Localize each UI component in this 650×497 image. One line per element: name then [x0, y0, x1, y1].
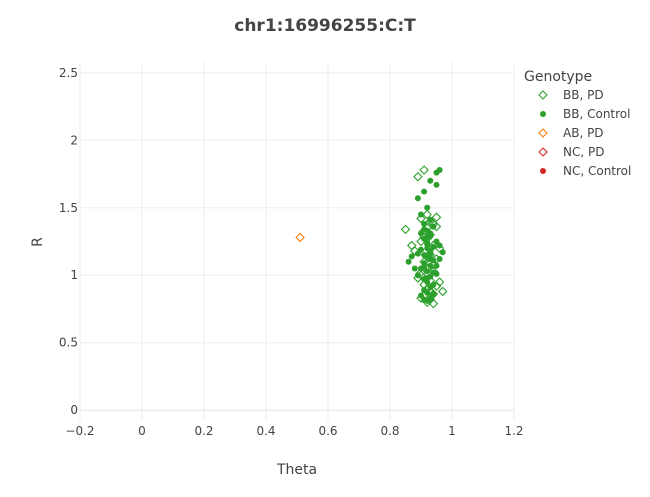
y-tick-label: 0.5 — [59, 336, 78, 350]
y-tick-label: 2.5 — [59, 66, 78, 80]
data-point — [418, 230, 424, 237]
data-point — [430, 223, 437, 230]
x-tick-label: 0.2 — [194, 424, 213, 438]
x-tick-label: 1 — [448, 424, 456, 438]
data-point — [408, 253, 415, 260]
data-point — [416, 213, 426, 224]
x-tick-label: 0.6 — [318, 424, 337, 438]
data-point — [430, 291, 437, 298]
x-tick-label: 0.8 — [380, 424, 399, 438]
data-point — [433, 262, 440, 269]
legend-marker — [540, 168, 546, 174]
legend-item[interactable]: BB, PD — [538, 88, 604, 102]
data-point — [434, 277, 445, 287]
data-point — [439, 249, 446, 256]
data-point — [427, 230, 434, 237]
data-point — [433, 181, 440, 188]
plot-area — [295, 165, 448, 309]
legend-title: Genotype — [524, 69, 592, 85]
series-1 — [405, 166, 446, 304]
legend-label: AB, PD — [563, 126, 604, 140]
data-point — [430, 243, 437, 250]
data-point — [431, 212, 442, 222]
data-point — [424, 204, 431, 211]
legend-label: BB, PD — [563, 88, 604, 102]
y-axis-label: R — [30, 237, 46, 247]
data-point — [411, 265, 418, 272]
data-point — [414, 272, 421, 279]
legend-item[interactable]: NC, Control — [540, 164, 631, 178]
data-point — [414, 195, 421, 202]
x-tick-label: 0 — [138, 424, 146, 438]
y-tick-label: 0 — [70, 403, 78, 417]
data-point — [418, 211, 424, 218]
grid — [79, 62, 515, 421]
data-point — [427, 262, 434, 269]
data-point — [421, 296, 428, 303]
data-point — [424, 239, 431, 246]
legend[interactable]: BB, PD BB, Control AB, PD NC, PD NC, Control — [538, 88, 631, 178]
y-tick-label: 1.5 — [59, 201, 78, 215]
data-point — [436, 242, 443, 249]
legend-item[interactable]: AB, PD — [538, 126, 604, 140]
data-point — [424, 289, 431, 296]
data-point — [421, 188, 428, 195]
data-point — [433, 238, 440, 245]
data-point — [406, 240, 417, 251]
data-point — [424, 274, 431, 281]
data-point — [422, 209, 432, 220]
legend-item[interactable]: BB, Control — [540, 107, 630, 121]
data-point — [419, 165, 429, 175]
data-point — [400, 224, 411, 235]
data-point — [413, 171, 423, 182]
x-axis-label: Theta — [276, 462, 317, 478]
data-point — [414, 250, 421, 257]
series-2 — [295, 232, 305, 243]
data-point — [430, 269, 437, 276]
y-tick-label: 1 — [70, 268, 78, 282]
data-point — [433, 169, 440, 176]
data-point — [427, 216, 434, 223]
data-point — [427, 284, 434, 291]
data-point — [418, 292, 424, 299]
data-point — [427, 256, 434, 263]
axis-ticks: −0.2 0 0.2 0.4 0.6 0.8 1 1.2 0 0.5 1 1.5 2 2.5 — [59, 66, 524, 438]
data-point — [421, 264, 428, 271]
data-point — [421, 226, 428, 233]
legend-label: NC, PD — [563, 145, 604, 159]
legend-item[interactable]: NC, PD — [538, 145, 604, 159]
data-point — [424, 245, 431, 252]
data-point — [418, 246, 424, 253]
x-tick-label: 1.2 — [504, 424, 523, 438]
x-tick-label: −0.2 — [65, 424, 94, 438]
legend-label: BB, Control — [563, 107, 630, 121]
legend-marker — [538, 90, 548, 100]
data-point — [416, 267, 426, 278]
x-tick-label: 0.4 — [256, 424, 275, 438]
data-point — [424, 234, 431, 241]
data-point — [427, 177, 434, 184]
y-tick-label: 2 — [70, 133, 78, 147]
chart-title: chr1:16996255:C:T — [234, 16, 416, 36]
data-point — [421, 220, 428, 227]
legend-marker — [540, 111, 546, 117]
data-point — [436, 256, 443, 263]
data-point — [428, 298, 439, 309]
legend-marker — [538, 128, 548, 138]
data-point — [405, 258, 412, 265]
legend-label: NC, Control — [563, 164, 631, 178]
data-point — [437, 286, 448, 297]
data-point — [295, 232, 305, 243]
legend-marker — [538, 147, 548, 157]
data-point — [424, 268, 431, 275]
